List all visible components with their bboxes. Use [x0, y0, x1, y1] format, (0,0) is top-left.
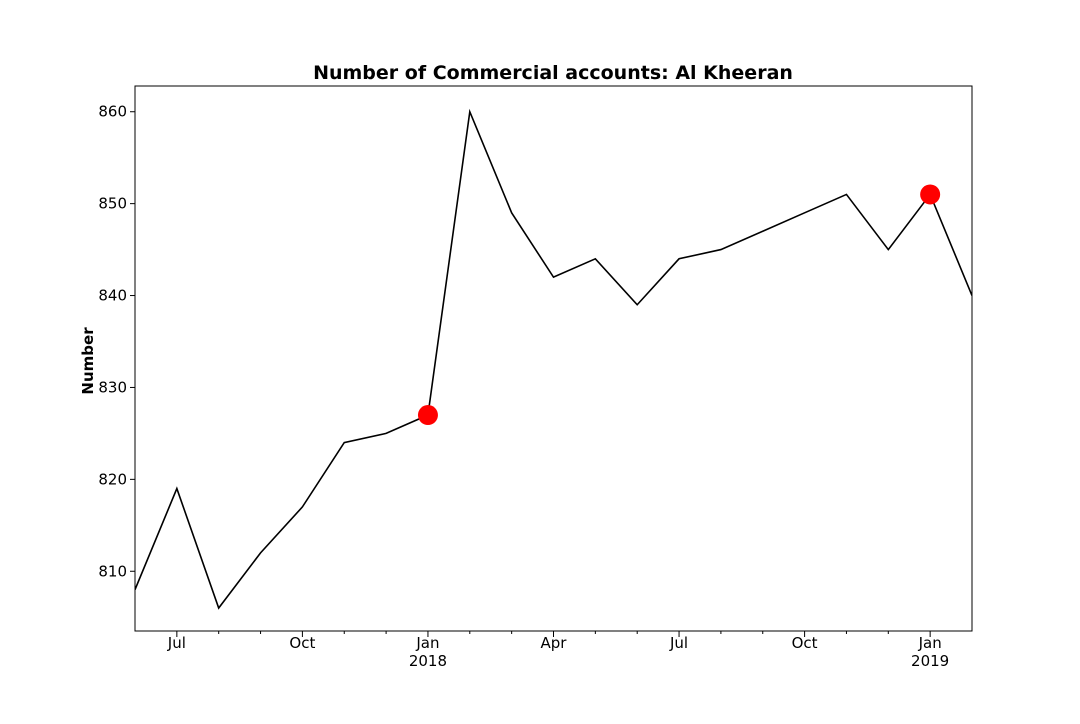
x-tick-year-label: 2018 — [409, 652, 447, 670]
y-tick-label: 830 — [98, 378, 127, 396]
y-tick-label: 860 — [98, 103, 127, 121]
y-axis-label: Number — [79, 327, 97, 395]
x-tick-label: Oct — [289, 634, 315, 652]
highlight-marker — [920, 184, 941, 205]
y-tick-label: 820 — [98, 470, 127, 488]
y-tick-label: 810 — [98, 562, 127, 580]
axes-frame — [134, 85, 973, 632]
chart-title: Number of Commercial accounts: Al Kheera… — [313, 62, 793, 84]
x-tick-label: Jan — [918, 634, 942, 652]
x-tick-label: Apr — [541, 634, 568, 652]
y-tick-label: 840 — [98, 287, 127, 305]
x-tick-label: Jan — [415, 634, 439, 652]
highlight-marker — [417, 405, 438, 426]
y-tick-label: 850 — [98, 195, 127, 213]
series-line — [135, 108, 972, 610]
x-tick-label: Jul — [669, 634, 688, 652]
x-tick-year-label: 2019 — [911, 652, 949, 670]
x-tick-label: Jul — [167, 634, 186, 652]
x-tick-label: Oct — [792, 634, 818, 652]
